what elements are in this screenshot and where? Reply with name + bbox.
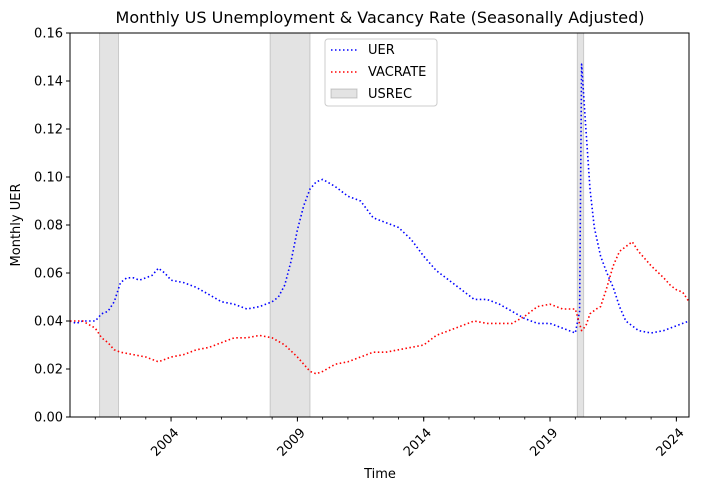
x-tick-label: 2004: [148, 426, 182, 460]
y-tick-label: 0.12: [34, 123, 63, 138]
series-line-uer: [69, 63, 690, 334]
legend: UER VACRATE USREC: [324, 38, 438, 107]
legend-swatch-usrec: [330, 88, 358, 99]
y-tick-label: 0.08: [34, 219, 63, 234]
x-tick-label: 2009: [275, 426, 309, 460]
legend-label-vacrate: VACRATE: [368, 65, 426, 80]
y-tick-label: 0.06: [34, 267, 63, 282]
y-tick-label: 0.00: [34, 411, 63, 426]
y-tick-label: 0.10: [34, 171, 63, 186]
legend-label-uer: UER: [368, 43, 395, 58]
recession-band: [269, 32, 311, 418]
recession-band: [99, 32, 120, 418]
legend-frame: [324, 38, 438, 107]
series-line-vacrate: [70, 241, 690, 375]
x-tick-label: 2019: [527, 426, 561, 460]
recession-band: [576, 32, 585, 418]
y-tick-label: 0.16: [34, 27, 63, 42]
y-tick-label: 0.14: [34, 75, 63, 90]
x-tick-label: 2024: [654, 426, 688, 460]
chart-title: Monthly US Unemployment & Vacancy Rate (…: [116, 8, 645, 27]
legend-label-usrec: USREC: [368, 87, 412, 102]
x-tick-label: 2014: [401, 426, 435, 460]
y-tick-label: 0.02: [34, 363, 63, 378]
y-tick-label: 0.04: [34, 315, 63, 330]
x-axis-label: Time: [363, 467, 396, 482]
y-axis-label: Monthly UER: [9, 184, 24, 267]
